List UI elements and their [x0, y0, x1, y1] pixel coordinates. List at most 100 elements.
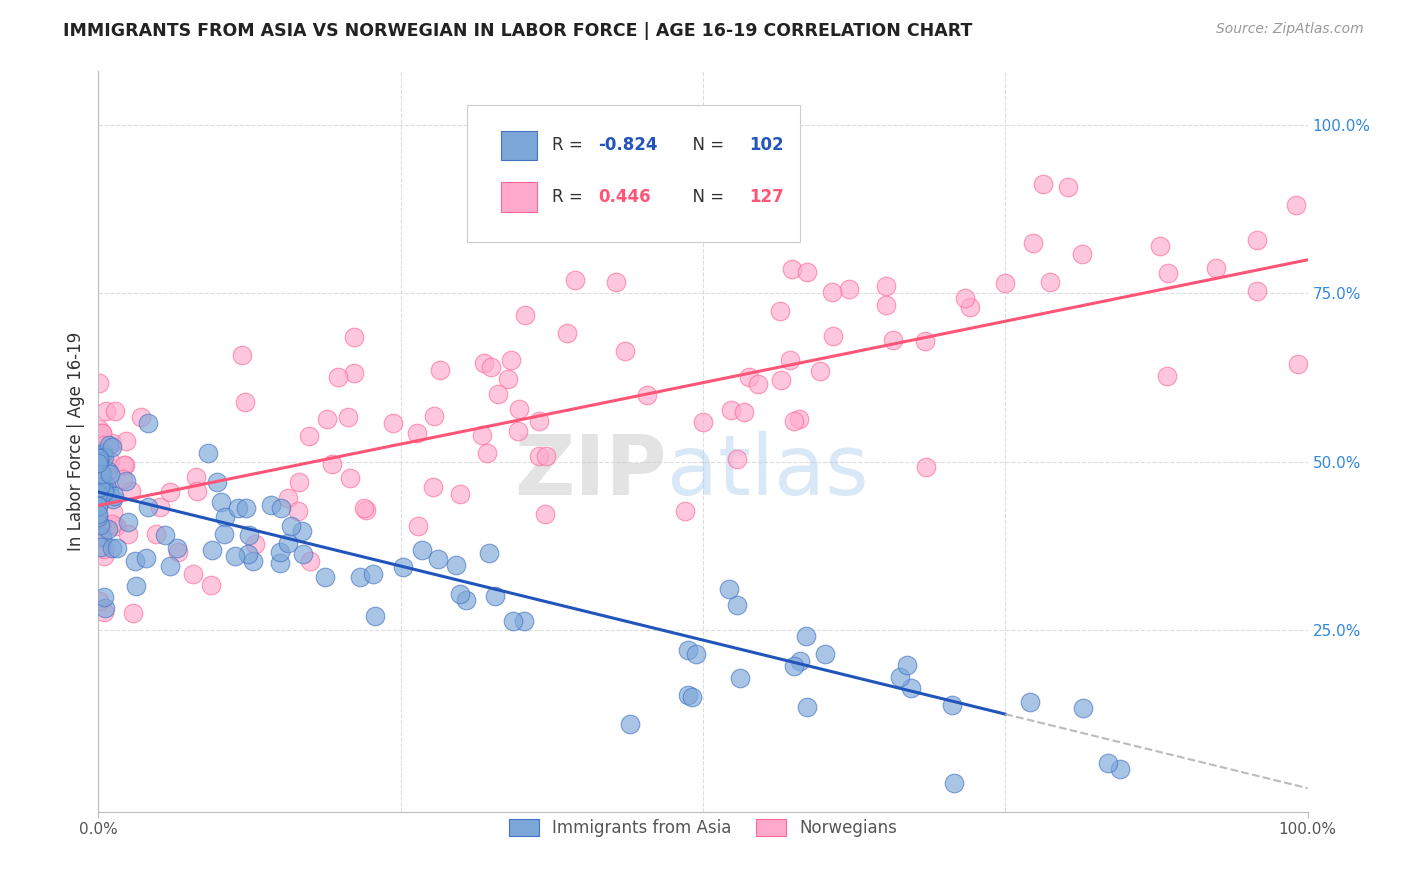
Point: [889, 670, 911, 684]
Point: [527, 450, 550, 464]
Point: [513, 614, 536, 628]
Point: [900, 681, 922, 695]
Point: [269, 545, 291, 559]
Point: [1018, 695, 1040, 709]
Point: [98, 454, 121, 468]
Point: [98, 485, 121, 500]
Point: [614, 344, 637, 359]
Point: [941, 698, 963, 713]
Point: [780, 261, 803, 276]
Point: [356, 503, 378, 517]
Text: IMMIGRANTS FROM ASIA VS NORWEGIAN IN LABOR FORCE | AGE 16-19 CORRELATION CHART: IMMIGRANTS FROM ASIA VS NORWEGIAN IN LAB…: [63, 22, 973, 40]
Point: [242, 553, 264, 567]
Legend: Immigrants from Asia, Norwegians: Immigrants from Asia, Norwegians: [502, 813, 904, 844]
Point: [91, 446, 114, 460]
Point: [89, 451, 111, 466]
Point: [896, 657, 918, 672]
Point: [288, 475, 311, 490]
Point: [728, 671, 751, 685]
Point: [93, 549, 115, 563]
Point: [114, 474, 136, 488]
Point: [89, 490, 111, 504]
Point: [87, 449, 110, 463]
Point: [427, 552, 450, 566]
Point: [101, 435, 124, 450]
Point: [725, 451, 748, 466]
Point: [159, 558, 181, 573]
Point: [875, 298, 897, 312]
Point: [87, 499, 110, 513]
Point: [93, 450, 115, 464]
Point: [149, 500, 172, 515]
Point: [496, 372, 519, 386]
Point: [117, 515, 139, 529]
Point: [1286, 357, 1309, 371]
Point: [91, 455, 114, 469]
Point: [270, 500, 292, 515]
Point: [120, 484, 142, 499]
Point: [87, 485, 110, 500]
Point: [769, 303, 792, 318]
Point: [681, 690, 703, 704]
Point: [1039, 276, 1062, 290]
Point: [882, 333, 904, 347]
Point: [277, 536, 299, 550]
Point: [205, 475, 228, 489]
Point: [337, 409, 360, 424]
Point: [277, 491, 299, 505]
Point: [914, 334, 936, 348]
Point: [1057, 180, 1080, 194]
Point: [821, 329, 844, 343]
Point: [166, 541, 188, 555]
Point: [314, 570, 336, 584]
Point: [103, 491, 125, 506]
Point: [915, 460, 938, 475]
Point: [673, 504, 696, 518]
Point: [406, 519, 429, 533]
Point: [1071, 701, 1094, 715]
Point: [89, 492, 111, 507]
Point: [89, 480, 111, 494]
Point: [181, 566, 204, 581]
Point: [339, 471, 361, 485]
Point: [796, 699, 818, 714]
Point: [813, 647, 835, 661]
Point: [236, 547, 259, 561]
Point: [87, 508, 110, 522]
Point: [328, 370, 350, 384]
Point: [259, 498, 281, 512]
Point: [111, 472, 134, 486]
Point: [90, 517, 112, 532]
Point: [1032, 177, 1054, 191]
Point: [953, 291, 976, 305]
Point: [787, 412, 810, 426]
Point: [619, 717, 641, 731]
Point: [87, 448, 110, 462]
Point: [238, 528, 260, 542]
Point: [93, 482, 115, 496]
Point: [90, 540, 112, 554]
Point: [224, 549, 246, 564]
Point: [112, 458, 135, 472]
Point: [100, 541, 122, 556]
Point: [269, 556, 291, 570]
Text: 127: 127: [749, 188, 783, 206]
Point: [499, 353, 522, 368]
Text: 102: 102: [749, 136, 783, 154]
Point: [105, 541, 128, 555]
Point: [1205, 260, 1227, 275]
Point: [87, 594, 110, 608]
Point: [103, 489, 125, 503]
Point: [87, 453, 110, 467]
Point: [93, 438, 115, 452]
Point: [942, 776, 965, 790]
Point: [484, 590, 506, 604]
Point: [90, 522, 112, 536]
Point: [343, 366, 366, 380]
Point: [91, 530, 114, 544]
Point: [475, 446, 498, 460]
Point: [290, 524, 312, 538]
Point: [114, 434, 136, 448]
Point: [91, 473, 114, 487]
Point: [316, 412, 339, 426]
